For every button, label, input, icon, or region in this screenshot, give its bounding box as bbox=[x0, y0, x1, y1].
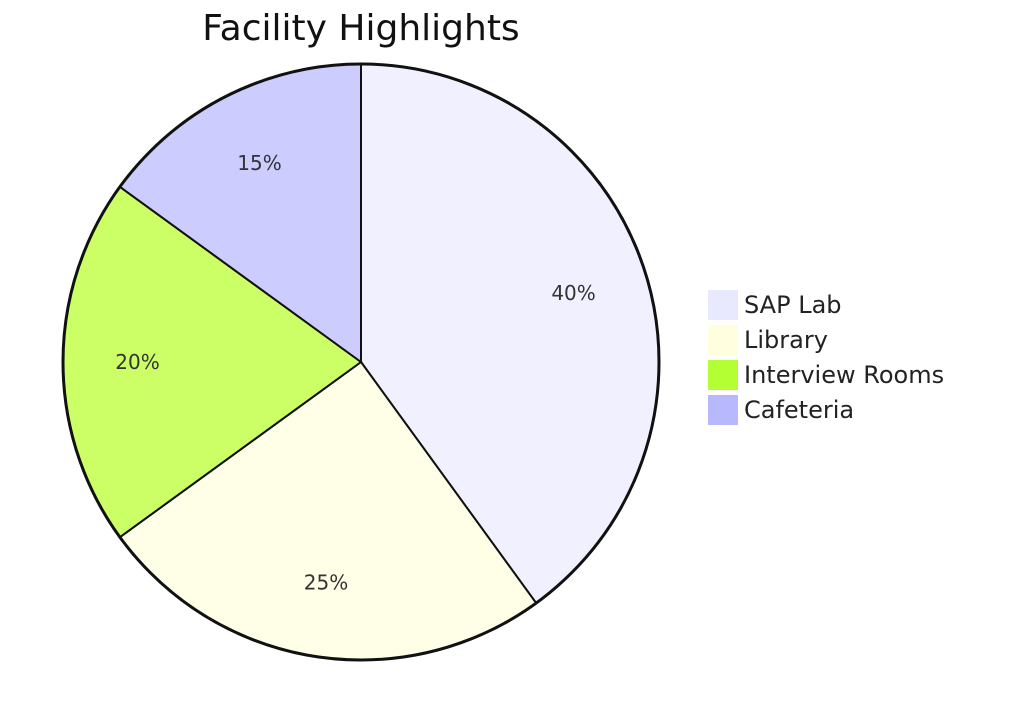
legend-swatch-library bbox=[708, 325, 738, 355]
slice-label-cafeteria: 15% bbox=[237, 151, 281, 175]
pie-slice-labels: 40% 25% 20% 15% bbox=[115, 151, 596, 595]
legend-label-library: Library bbox=[744, 326, 828, 354]
pie-slices bbox=[61, 62, 661, 662]
legend-label-sap-lab: SAP Lab bbox=[744, 291, 842, 319]
legend-swatch-sap-lab bbox=[708, 290, 738, 320]
chart-title: Facility Highlights bbox=[202, 8, 519, 49]
legend-label-cafeteria: Cafeteria bbox=[744, 396, 854, 424]
slice-label-interview-rooms: 20% bbox=[115, 350, 159, 374]
pie-outline bbox=[61, 62, 661, 662]
slice-label-library: 25% bbox=[304, 571, 348, 595]
legend-swatch-interview-rooms bbox=[708, 360, 738, 390]
legend: SAP Lab Library Interview Rooms Cafeteria bbox=[708, 290, 944, 425]
slice-label-sap-lab: 40% bbox=[551, 281, 595, 305]
legend-swatch-cafeteria bbox=[708, 395, 738, 425]
legend-label-interview-rooms: Interview Rooms bbox=[744, 361, 944, 389]
